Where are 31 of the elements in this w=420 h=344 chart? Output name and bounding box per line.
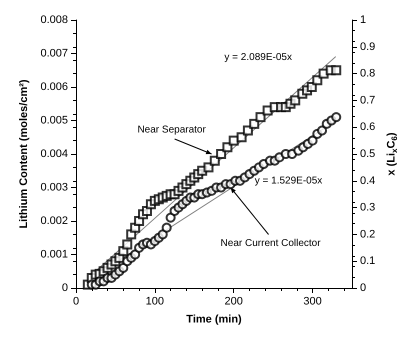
- y-tick-label: 0.002: [40, 215, 68, 227]
- y-tick-label: 0.004: [40, 148, 68, 160]
- annotation: y = 1.529E-05x: [254, 175, 322, 186]
- x-tick-label: 0: [72, 296, 80, 308]
- y-tick-label: 0.006: [40, 81, 68, 93]
- y-tick-label: 0.005: [40, 114, 68, 126]
- annotation: y = 2.089E-05x: [224, 52, 292, 64]
- y2-tick-label: 0.5: [360, 148, 376, 160]
- annotation: Near Separator: [137, 124, 206, 136]
- y-tick-label: 0.007: [40, 48, 68, 60]
- y2-tick-label: 1: [360, 14, 366, 26]
- y2-tick-label: 0.3: [360, 202, 376, 214]
- y2-tick-label: 0.4: [360, 174, 376, 187]
- annotation: Near Current Collector: [220, 238, 322, 249]
- x-tick-label: 200: [224, 296, 243, 308]
- y2-tick-label: 0: [360, 282, 366, 294]
- x-tick-label: 100: [146, 296, 164, 308]
- y2-tick-label: 0.8: [360, 68, 376, 80]
- x-axis-title: Time (min): [186, 314, 242, 326]
- y2-tick-label: 0.6: [360, 121, 376, 134]
- y2-axis-title: x (LixC6): [386, 132, 400, 176]
- y2-tick-label: 0.1: [360, 255, 376, 268]
- y2-tick-label: 0.9: [360, 40, 376, 53]
- x-tick-label: 300: [303, 296, 322, 308]
- y-tick-label: 0.001: [40, 248, 68, 260]
- y-tick-label: 0.003: [40, 182, 68, 194]
- y2-tick-label: 0.7: [360, 94, 376, 106]
- y-axis-title: Lithium Content (moles/cm²): [18, 79, 30, 229]
- y2-tick-label: 0.2: [360, 228, 376, 240]
- y-tick-label: 0.008: [40, 14, 68, 26]
- y-tick-label: 0: [62, 282, 68, 294]
